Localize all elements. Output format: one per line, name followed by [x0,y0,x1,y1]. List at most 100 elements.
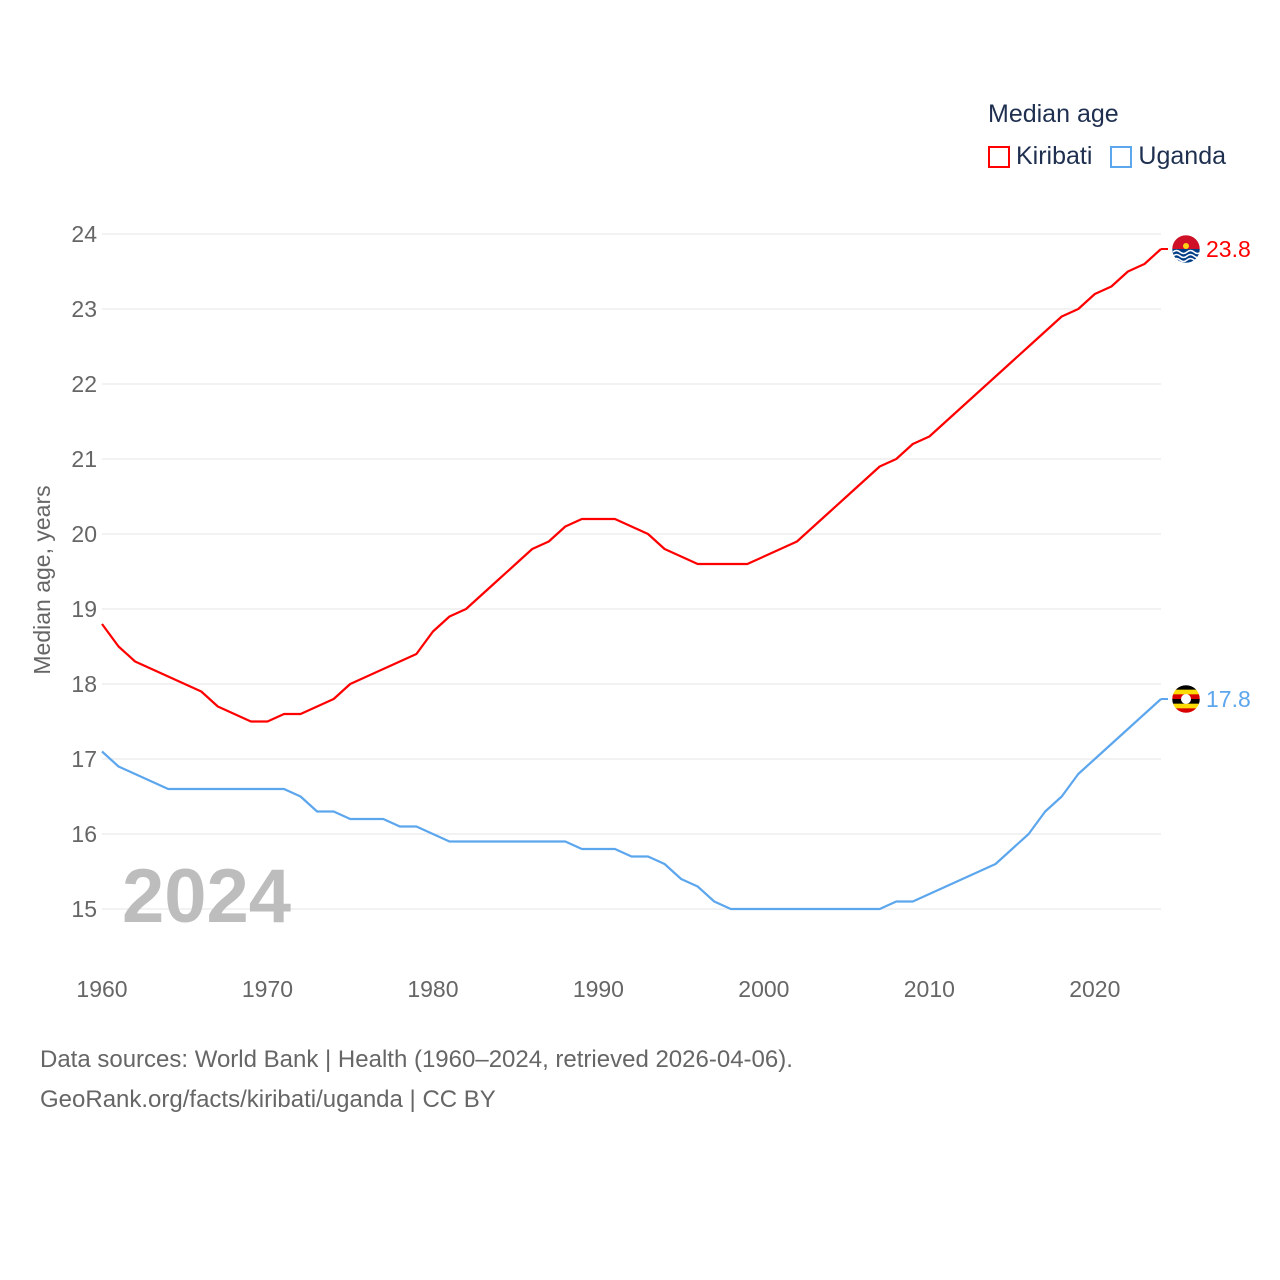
data-point[interactable] [1059,794,1065,800]
data-point[interactable] [99,749,105,755]
data-point[interactable] [413,651,419,657]
data-point[interactable] [562,524,568,530]
data-point[interactable] [513,839,519,845]
data-point[interactable] [728,561,734,567]
data-point[interactable] [579,516,585,522]
data-point[interactable] [314,704,320,710]
data-point[interactable] [744,561,750,567]
data-point[interactable] [198,689,204,695]
data-point[interactable] [794,906,800,912]
data-point[interactable] [364,816,370,822]
data-point[interactable] [132,659,138,665]
data-point[interactable] [529,839,535,845]
data-point[interactable] [612,516,618,522]
data-point[interactable] [1108,741,1114,747]
data-point[interactable] [1026,344,1032,350]
data-point[interactable] [149,666,155,672]
data-point[interactable] [298,794,304,800]
data-point[interactable] [248,786,254,792]
data-point[interactable] [1125,726,1131,732]
data-point[interactable] [777,906,783,912]
data-point[interactable] [827,509,833,515]
data-point[interactable] [1026,831,1032,837]
data-point[interactable] [116,644,122,650]
data-point[interactable] [397,659,403,665]
data-point[interactable] [1141,711,1147,717]
data-point[interactable] [298,711,304,717]
data-point[interactable] [1009,846,1015,852]
data-point[interactable] [744,906,750,912]
data-point[interactable] [364,674,370,680]
data-point[interactable] [380,816,386,822]
data-point[interactable] [182,681,188,687]
data-point[interactable] [993,861,999,867]
data-point[interactable] [331,809,337,815]
data-point[interactable] [380,666,386,672]
data-point[interactable] [827,906,833,912]
data-point[interactable] [959,876,965,882]
data-point[interactable] [711,561,717,567]
data-point[interactable] [612,846,618,852]
data-point[interactable] [132,771,138,777]
data-point[interactable] [463,606,469,612]
data-point[interactable] [281,786,287,792]
data-point[interactable] [480,591,486,597]
data-point[interactable] [1042,329,1048,335]
data-point[interactable] [546,539,552,545]
data-point[interactable] [695,561,701,567]
data-point[interactable] [645,531,651,537]
data-point[interactable] [678,554,684,560]
data-point[interactable] [943,884,949,890]
data-point[interactable] [844,906,850,912]
data-point[interactable] [430,831,436,837]
data-point[interactable] [248,719,254,725]
data-point[interactable] [546,839,552,845]
data-point[interactable] [595,846,601,852]
data-point[interactable] [182,786,188,792]
data-point[interactable] [513,561,519,567]
data-point[interactable] [1125,269,1131,275]
data-point[interactable] [910,899,916,905]
data-point[interactable] [446,839,452,845]
data-point[interactable] [811,524,817,530]
data-point[interactable] [993,374,999,380]
data-point[interactable] [264,786,270,792]
data-point[interactable] [99,621,105,627]
data-point[interactable] [116,764,122,770]
data-point[interactable] [860,479,866,485]
data-point[interactable] [926,891,932,897]
data-point[interactable] [446,614,452,620]
data-point[interactable] [331,696,337,702]
data-point[interactable] [231,786,237,792]
data-point[interactable] [1059,314,1065,320]
data-point[interactable] [397,824,403,830]
data-point[interactable] [943,419,949,425]
data-point[interactable] [844,494,850,500]
data-point[interactable] [728,906,734,912]
data-point[interactable] [1042,809,1048,815]
attribution-link[interactable]: GeoRank.org/facts/kiribati/uganda | CC B… [40,1086,496,1113]
data-point[interactable] [877,906,883,912]
data-point[interactable] [314,809,320,815]
data-point[interactable] [811,906,817,912]
data-point[interactable] [1075,771,1081,777]
data-point[interactable] [761,554,767,560]
data-point[interactable] [165,786,171,792]
data-point[interactable] [264,719,270,725]
data-point[interactable] [595,516,601,522]
data-point[interactable] [629,854,635,860]
data-point[interactable] [529,546,535,552]
data-point[interactable] [893,899,899,905]
data-point[interactable] [629,524,635,530]
data-point[interactable] [1108,284,1114,290]
data-point[interactable] [149,779,155,785]
data-point[interactable] [347,816,353,822]
data-point[interactable] [976,869,982,875]
data-point[interactable] [976,389,982,395]
data-point[interactable] [1092,291,1098,297]
data-point[interactable] [215,704,221,710]
data-point[interactable] [678,876,684,882]
data-point[interactable] [761,906,767,912]
data-point[interactable] [1075,306,1081,312]
data-point[interactable] [347,681,353,687]
